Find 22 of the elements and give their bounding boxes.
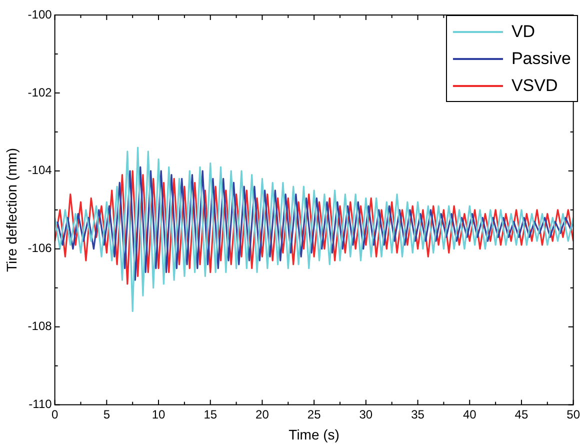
x-tick-label: 5 xyxy=(103,407,110,422)
x-tick-label: 25 xyxy=(307,407,322,422)
y-tick-label: -108 xyxy=(28,319,52,334)
y-tick-label: -102 xyxy=(28,85,52,100)
x-tick-label: 35 xyxy=(411,407,425,422)
x-tick-label: 20 xyxy=(256,407,270,422)
x-tick-label: 45 xyxy=(514,407,528,422)
y-tick-label: -106 xyxy=(28,241,52,256)
x-tick-label: 40 xyxy=(462,407,477,422)
x-tick-label: 15 xyxy=(204,407,218,422)
y-tick-label: -104 xyxy=(28,163,52,178)
legend-label: Passive xyxy=(511,48,571,68)
y-axis-title: Tire deflection (mm) xyxy=(3,148,20,272)
y-tick-label: -100 xyxy=(28,7,52,22)
legend-label: VD xyxy=(511,22,536,42)
legend-label: VSVD xyxy=(511,76,558,96)
x-tick-label: 30 xyxy=(359,407,373,422)
x-tick-label: 10 xyxy=(152,407,166,422)
x-tick-label: 0 xyxy=(51,407,58,422)
x-axis-title: Time (s) xyxy=(288,426,340,442)
y-tick-label: -110 xyxy=(28,397,52,412)
x-tick-label: 50 xyxy=(566,407,580,422)
